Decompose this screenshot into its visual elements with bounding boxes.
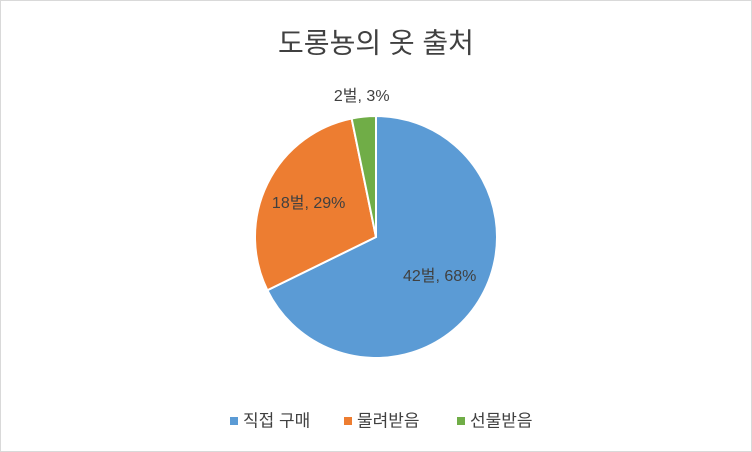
pie-slice <box>266 114 498 359</box>
data-label: 18벌, 29% <box>272 194 345 212</box>
legend-marker <box>457 417 465 425</box>
legend-marker <box>230 417 238 425</box>
pie-slice <box>350 114 377 238</box>
legend-marker <box>344 417 352 425</box>
legend-label: 물려받음 <box>357 411 420 430</box>
chart-title: 도롱뇽의 옷 출처 <box>278 27 474 58</box>
data-label: 2벌, 3% <box>334 87 390 105</box>
data-label: 42벌, 68% <box>403 267 476 285</box>
legend-label: 선물받음 <box>470 411 533 430</box>
legend-label: 직접 구매 <box>243 411 310 430</box>
pie-slice <box>254 117 378 292</box>
